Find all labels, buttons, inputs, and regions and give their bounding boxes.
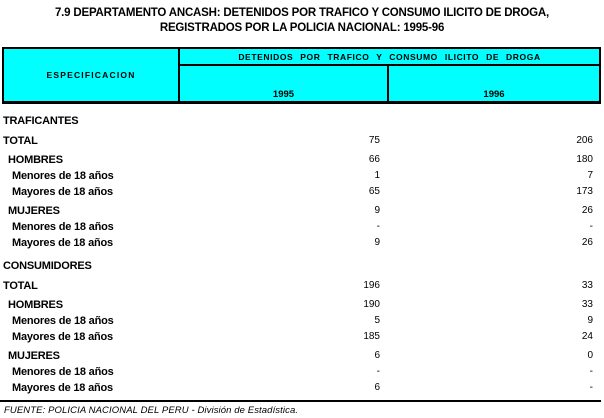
row-label: Mayores de 18 años [12, 186, 113, 198]
table-row: Mayores de 18 años 185 24 [3, 330, 593, 344]
row-value-1995: 5 [374, 315, 380, 326]
table-body: TRAFICANTES TOTAL 75 206 HOMBRES 66 180 … [3, 105, 593, 395]
column-group-header: DETENIDOS POR TRAFICO Y CONSUMO ILICITO … [180, 49, 599, 66]
row-value-1996: 7 [587, 170, 593, 181]
table-row: TOTAL 196 33 [3, 279, 593, 293]
row-label: TOTAL [3, 135, 38, 147]
table-row: Menores de 18 años 1 7 [3, 169, 593, 183]
row-value-1995: 9 [374, 237, 380, 248]
table-row: Mayores de 18 años 6 - [3, 381, 593, 395]
row-value-1995: 185 [363, 331, 380, 342]
row-value-1995: 1 [374, 170, 380, 181]
table-row: HOMBRES 66 180 [3, 153, 593, 167]
table-row: Menores de 18 años 5 9 [3, 314, 593, 328]
row-label: TRAFICANTES [3, 115, 79, 127]
row-value-1996: 24 [581, 331, 593, 342]
row-label: Mayores de 18 años [12, 331, 113, 343]
row-label: TOTAL [3, 280, 38, 292]
row-value-1996: 180 [576, 154, 593, 165]
row-label: CONSUMIDORES [3, 260, 92, 272]
row-value-1995: 65 [368, 186, 380, 197]
row-value-1995: 6 [374, 382, 380, 393]
row-label: MUJERES [8, 205, 60, 217]
table-row: HOMBRES 190 33 [3, 298, 593, 312]
table-row: Mayores de 18 años 9 26 [3, 236, 593, 250]
row-value-1995: 75 [368, 135, 380, 146]
row-label: Menores de 18 años [12, 315, 114, 327]
row-value-1995: 196 [363, 280, 380, 291]
row-value-1996: 9 [587, 315, 593, 326]
row-value-1996: 26 [581, 205, 593, 216]
row-label: MUJERES [8, 350, 60, 362]
row-value-1996: 173 [576, 186, 593, 197]
row-value-1996: 33 [581, 280, 593, 291]
row-value-1995: 6 [374, 350, 380, 361]
table-header-right: DETENIDOS POR TRAFICO Y CONSUMO ILICITO … [180, 49, 599, 101]
row-label: Menores de 18 años [12, 170, 114, 182]
row-label: HOMBRES [8, 299, 63, 311]
row-label: Menores de 18 años [12, 366, 114, 378]
row-value-1995 [280, 259, 380, 273]
row-value-1995 [280, 114, 380, 128]
source-note: FUENTE: POLICIA NACIONAL DEL PERU - Divi… [4, 405, 299, 416]
table-row: Menores de 18 años - - [3, 220, 593, 234]
row-value-1996 [380, 114, 593, 128]
column-header-1996: 1996 [483, 89, 505, 100]
row-label: Menores de 18 años [12, 221, 114, 233]
table-row: Mayores de 18 años 65 173 [3, 185, 593, 199]
row-value-1996: - [589, 221, 593, 232]
year-header-row: 1995 1996 [180, 66, 599, 101]
table-header: ESPECIFICACION DETENIDOS POR TRAFICO Y C… [2, 47, 601, 104]
row-value-1996: 206 [576, 135, 593, 146]
table-row: CONSUMIDORES [3, 259, 593, 273]
table-row: MUJERES 9 26 [3, 204, 593, 218]
row-value-1996: 26 [581, 237, 593, 248]
table-row: TOTAL 75 206 [3, 134, 593, 148]
table-row: TRAFICANTES [3, 114, 593, 128]
row-value-1995: 66 [368, 154, 380, 165]
page-title: 7.9 DEPARTAMENTO ANCASH: DETENIDOS POR T… [0, 0, 604, 36]
column-header-especificacion: ESPECIFICACION [4, 49, 180, 101]
table-row: MUJERES 6 0 [3, 349, 593, 363]
row-label: Mayores de 18 años [12, 237, 113, 249]
row-value-1996: 33 [581, 299, 593, 310]
row-value-1996: - [589, 366, 593, 377]
row-label: Mayores de 18 años [12, 382, 113, 394]
row-value-1995: - [376, 366, 380, 377]
column-header-1995: 1995 [180, 66, 389, 101]
footer-divider [0, 400, 601, 402]
row-value-1996: 0 [587, 350, 593, 361]
row-label: HOMBRES [8, 154, 63, 166]
table-row: Menores de 18 años - - [3, 365, 593, 379]
title-line-1: 7.9 DEPARTAMENTO ANCASH: DETENIDOS POR T… [54, 7, 549, 19]
title-line-2: REGISTRADOS POR LA POLICIA NACIONAL: 199… [159, 22, 445, 34]
row-value-1996 [380, 259, 593, 273]
row-value-1995: 9 [374, 205, 380, 216]
row-value-1995: - [376, 221, 380, 232]
row-value-1995: 190 [363, 299, 380, 310]
row-value-1996: - [589, 382, 593, 393]
